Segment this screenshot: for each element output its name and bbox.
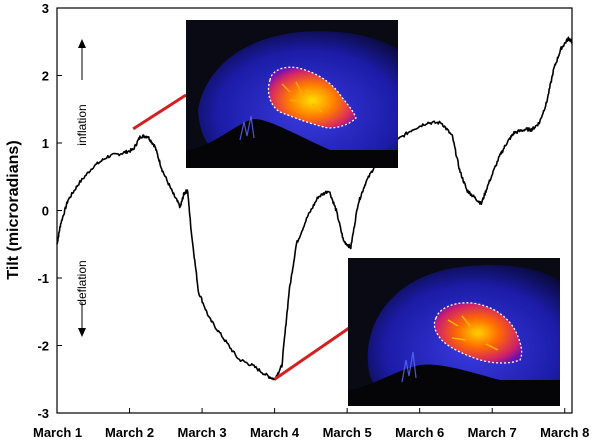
tilt-series-line xyxy=(56,36,573,381)
lava-lake-outline-2 xyxy=(433,302,523,364)
x-tick-label: March 2 xyxy=(105,425,154,440)
x-tick-label: March 3 xyxy=(178,425,227,440)
thermal-image-deflation xyxy=(348,258,560,406)
y-tick-label: -2 xyxy=(37,339,49,354)
x-tick-label: March 6 xyxy=(395,425,444,440)
y-tick-label: 3 xyxy=(42,1,49,16)
y-tick-label: -1 xyxy=(37,271,49,286)
inflation-annotation: inflation xyxy=(75,39,89,146)
x-axis-ticks: March 1 March 2 March 3 March 4 March 5 March… xyxy=(33,408,589,440)
y-tick-label: -3 xyxy=(37,406,49,421)
x-tick-label: March 1 xyxy=(33,425,82,440)
inflation-label: inflation xyxy=(75,104,89,145)
x-tick-label: March 5 xyxy=(323,425,372,440)
y-tick-label: 2 xyxy=(42,69,49,84)
thermal-image-inflation xyxy=(186,20,398,168)
up-arrowhead-icon xyxy=(78,39,86,48)
y-tick-label: 0 xyxy=(42,204,49,219)
inset-connector-deflation xyxy=(273,324,353,381)
x-tick-label: March 7 xyxy=(468,425,517,440)
y-tick-label: 1 xyxy=(42,136,49,151)
y-axis-ticks: -3 -2 -1 0 1 2 3 xyxy=(37,1,62,421)
y-axis-label: Tilt (microradians) xyxy=(5,140,22,279)
deflation-label: deflation xyxy=(75,260,89,305)
lava-lake-outline xyxy=(267,66,357,129)
inset-connector-inflation xyxy=(132,93,187,131)
x-tick-label: March 8 xyxy=(540,425,589,440)
deflation-annotation: deflation xyxy=(75,260,89,337)
down-arrowhead-icon xyxy=(78,328,86,337)
x-tick-label: March 4 xyxy=(250,425,300,440)
